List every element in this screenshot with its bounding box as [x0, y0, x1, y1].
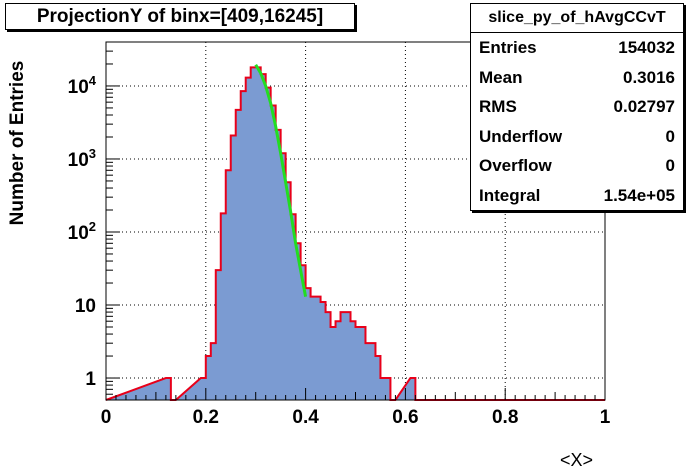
stats-label: Overflow	[479, 156, 552, 175]
stats-value: 0	[665, 126, 675, 146]
x-tick-label: 0.4	[292, 407, 319, 428]
stats-row-underflow: Underflow 0	[471, 122, 683, 152]
y-tick-label: 10	[75, 296, 96, 317]
plot-title: ProjectionY of binx=[409,16245]	[5, 3, 355, 30]
y-axis-label: Number of Entries	[7, 60, 28, 226]
gaus-fit-curve	[254, 64, 308, 297]
x-tick-label: 0.8	[492, 407, 518, 428]
y-tick-label: 103	[68, 146, 96, 171]
stats-box: slice_py_of_hAvgCCvT Entries 154032 Mean…	[470, 3, 684, 211]
histogram-outline	[105, 66, 605, 401]
stats-label: RMS	[479, 97, 517, 116]
stats-row-overflow: Overflow 0	[471, 151, 683, 181]
tick-labels: 0 0.2 0.4 0.6 0.8 1 1 10 102 103 104	[68, 73, 611, 428]
stats-value: 0.3016	[623, 67, 675, 87]
stats-label: Entries	[479, 38, 537, 57]
x-tick-label: 1	[600, 407, 611, 428]
stats-row-mean: Mean 0.3016	[471, 63, 683, 93]
stats-value: 0	[665, 156, 675, 175]
stats-name: slice_py_of_hAvgCCvT	[471, 4, 683, 33]
stats-label: Underflow	[479, 126, 563, 146]
y-tick-label: 102	[68, 219, 96, 244]
stats-row-integral: Integral 1.54e+05	[471, 181, 683, 211]
x-tick-label: 0	[101, 407, 112, 428]
axis-ticks	[105, 41, 606, 401]
x-tick-label: 0.6	[392, 407, 418, 428]
stats-label: Integral	[479, 185, 541, 205]
stats-row-rms: RMS 0.02797	[471, 92, 683, 122]
y-tick-label: 1	[85, 369, 96, 390]
x-tick-label: 0.2	[193, 407, 219, 428]
stats-row-entries: Entries 154032	[471, 33, 683, 63]
stats-value: 154032	[618, 38, 675, 57]
stats-label: Mean	[479, 67, 523, 87]
stats-value: 0.02797	[613, 97, 675, 116]
x-axis-label: <X>	[560, 450, 594, 470]
stats-value: 1.54e+05	[603, 185, 675, 205]
y-tick-label: 104	[68, 73, 97, 98]
